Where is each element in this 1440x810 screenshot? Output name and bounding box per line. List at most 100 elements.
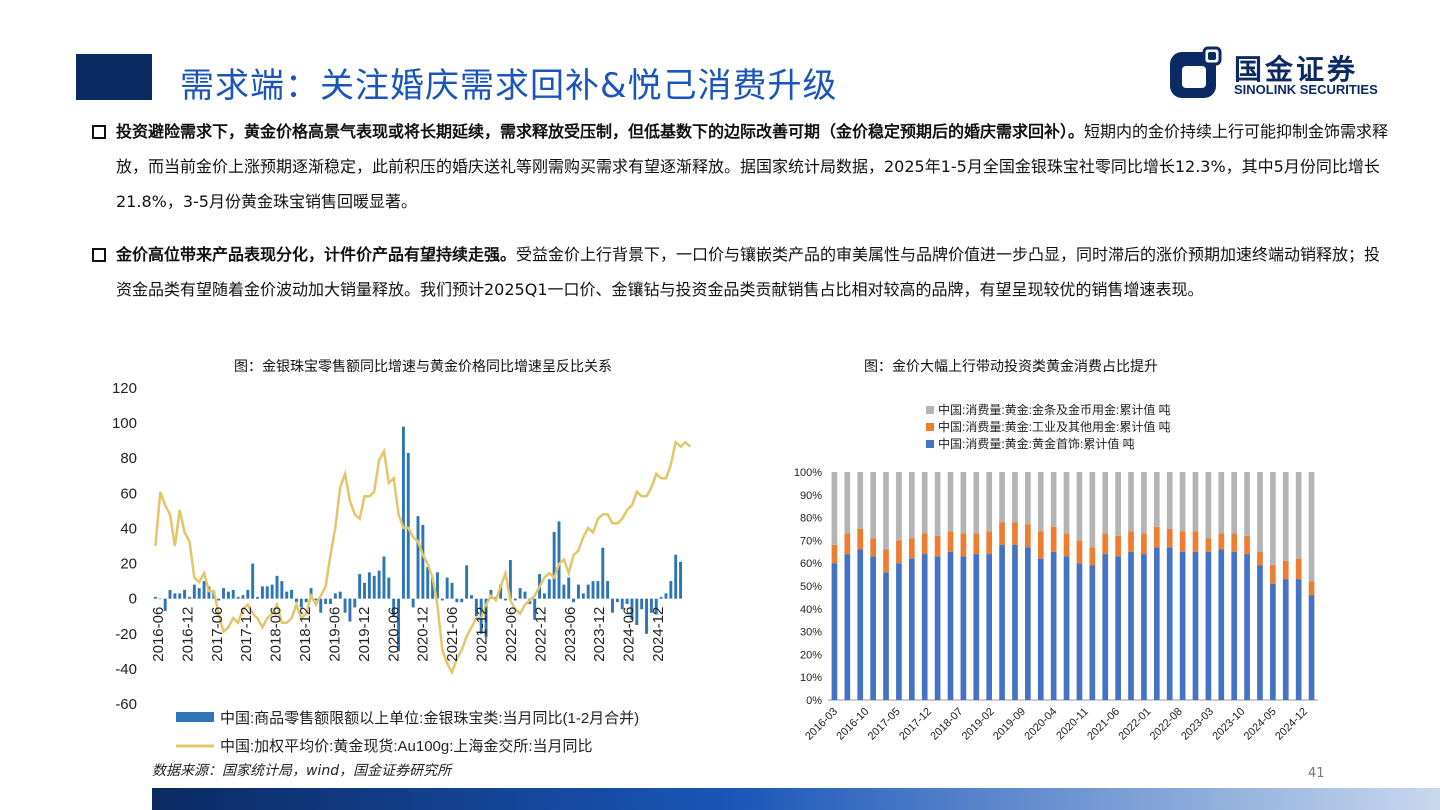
bar <box>620 598 624 610</box>
x-axis-tick-label: 2024-05 <box>1242 706 1279 743</box>
bar <box>401 426 405 599</box>
bar-segment-jewelry <box>1166 547 1173 700</box>
x-axis-tick-label: 2020-06 <box>385 607 402 662</box>
bar-segment-jewelry <box>1218 549 1225 700</box>
right-chart-caption: 图：金价大幅上行带动投资类黄金消费占比提升 <box>864 359 1158 375</box>
bar-segment-jewelry <box>1102 554 1109 700</box>
bar-segment-industrial <box>1257 551 1263 566</box>
bar <box>231 589 235 599</box>
bar-segment-gold-bars <box>1153 472 1160 527</box>
bar-segment-jewelry <box>1282 579 1289 700</box>
data-source: 数据来源：国家统计局，wind，国金证券研究所 <box>152 763 452 779</box>
bar-segment-gold-bars <box>1192 472 1199 532</box>
bar <box>387 577 391 599</box>
bar <box>674 554 678 599</box>
bar <box>664 593 668 599</box>
bar-segment-gold-bars <box>960 472 967 534</box>
bar-segment-industrial <box>1025 524 1031 548</box>
left-axis-tick-label: 0 <box>129 591 137 608</box>
bar-segment-gold-bars <box>1050 472 1057 527</box>
bar <box>440 598 444 601</box>
bar-segment-jewelry <box>896 563 902 700</box>
bar-segment-industrial <box>870 538 876 557</box>
bar <box>348 598 352 622</box>
x-axis-tick-label: 2016-12 <box>179 607 196 662</box>
bar-segment-industrial <box>1141 533 1147 555</box>
left-axis-tick-label: 100 <box>112 415 137 432</box>
bar-segment-jewelry <box>1244 554 1250 700</box>
company-logo: 国金证券 SINOLINK SECURITIES <box>1168 46 1408 102</box>
bar-segment-industrial <box>1166 529 1173 548</box>
bar-segment-gold-bars <box>1244 472 1250 536</box>
bar-segment-industrial <box>1205 538 1212 552</box>
bar-segment-jewelry <box>934 556 941 700</box>
bar-segment-industrial <box>1244 535 1250 555</box>
x-axis-tick-label: 2016-06 <box>150 607 167 662</box>
bar-segment-jewelry <box>1231 551 1238 700</box>
x-axis-tick-label: 2021-12 <box>474 607 491 662</box>
y-axis-tick-label: 100% <box>794 467 822 479</box>
title-accent-block <box>76 54 152 100</box>
bar <box>591 581 595 599</box>
bar-segment-gold-bars <box>1257 472 1263 552</box>
bar <box>372 575 376 599</box>
bar-segment-gold-bars <box>986 472 993 532</box>
legend-line-label: 中国:加权平均价:黄金现货:Au100g:上海金交所:当月同比 <box>220 737 593 755</box>
bar-segment-gold-bars <box>947 472 954 532</box>
bar-segment-jewelry <box>947 551 954 700</box>
bar-segment-industrial <box>1115 535 1121 557</box>
x-axis-tick-label: 2017-05 <box>866 706 903 743</box>
bar-segment-industrial <box>1128 531 1134 552</box>
bar-segment-industrial <box>960 533 967 557</box>
bar <box>329 598 332 604</box>
bar <box>465 565 469 599</box>
bar-segment-gold-bars <box>1012 472 1018 523</box>
page-title: 需求端：关注婚庆需求回补&悦己消费升级 <box>180 66 838 106</box>
bar-segment-gold-bars <box>908 472 915 539</box>
bar-segment-gold-bars <box>1128 472 1134 532</box>
bar <box>547 579 551 599</box>
bar <box>207 586 211 599</box>
bar-segment-gold-bars <box>1295 472 1302 559</box>
bar <box>445 577 449 599</box>
bar-segment-gold-bars <box>921 472 928 534</box>
bullet-text: 受益金价上行背景下，一口价与镶嵌类产品的审美属性与品牌价值进一步凸显，同时滞后的… <box>116 245 1381 299</box>
bar <box>290 589 294 599</box>
x-axis-tick-label: 2017-12 <box>238 607 255 662</box>
y-axis-tick-label: 30% <box>800 627 822 639</box>
bar <box>596 581 600 599</box>
x-axis-tick-label: 2023-06 <box>562 607 579 662</box>
bar <box>654 598 658 615</box>
bar-segment-jewelry <box>1050 551 1057 700</box>
x-axis-tick-label: 2022-12 <box>532 607 549 662</box>
bar <box>649 598 653 613</box>
y-axis-tick-label: 70% <box>800 535 822 547</box>
bar <box>552 531 556 599</box>
bar <box>679 561 683 599</box>
bar-segment-industrial <box>1282 560 1289 580</box>
bar-segment-gold-bars <box>1076 472 1083 541</box>
bar-segment-gold-bars <box>883 472 889 550</box>
bar-segment-gold-bars <box>1166 472 1173 529</box>
bar-segment-jewelry <box>1295 579 1302 700</box>
bar-segment-jewelry <box>1037 558 1044 700</box>
y-axis-tick-label: 80% <box>800 513 822 525</box>
bar <box>333 593 337 599</box>
logo-subtitle: SINOLINK SECURITIES <box>1234 82 1378 97</box>
bar <box>533 598 537 620</box>
bar <box>606 581 610 599</box>
bar <box>280 581 284 599</box>
bar-segment-industrial <box>1308 581 1315 596</box>
bar-segment-gold-bars <box>1089 472 1096 548</box>
bar <box>173 593 177 599</box>
x-axis-tick-label: 2021-06 <box>1085 706 1122 743</box>
x-axis-tick-label: 2022-01 <box>1116 706 1153 743</box>
y-axis-tick-label: 90% <box>800 490 822 502</box>
bar-segment-industrial <box>1179 531 1186 552</box>
bar <box>153 596 157 599</box>
bar-segment-gold-bars <box>934 472 941 536</box>
y-axis-tick-label: 60% <box>800 558 822 570</box>
bar <box>324 598 328 604</box>
bar-segment-jewelry <box>1128 551 1134 700</box>
bar-segment-gold-bars <box>857 472 864 529</box>
